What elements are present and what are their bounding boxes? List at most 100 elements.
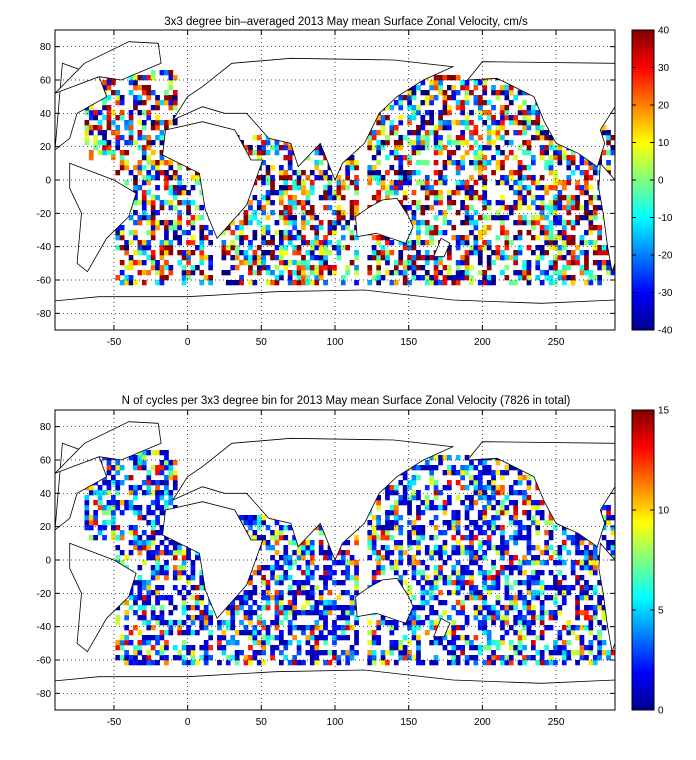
bin-cell (504, 505, 510, 511)
bin-cell (482, 110, 488, 116)
bin-cell (539, 605, 545, 611)
bin-cell (146, 640, 152, 646)
bin-cell (274, 620, 280, 626)
bin-cell (159, 605, 165, 611)
bin-cell (588, 570, 594, 576)
bin-cell (239, 260, 244, 266)
bin-cell (438, 565, 443, 571)
bin-cell (584, 255, 589, 261)
bin-cell (84, 125, 90, 131)
bin-cell (579, 560, 585, 566)
bin-cell (376, 640, 381, 646)
bin-cell (248, 630, 253, 636)
bin-cell (438, 150, 443, 156)
bin-cell (376, 275, 381, 281)
bin-cell (309, 180, 315, 186)
bin-cell (88, 110, 94, 116)
bin-cell (561, 270, 567, 276)
bin-cell (429, 595, 434, 601)
bin-cell (464, 250, 470, 256)
bin-cell (150, 490, 156, 496)
bin-cell (504, 510, 510, 516)
bin-cell (526, 120, 532, 126)
bin-cell (557, 220, 563, 226)
bin-cell (137, 505, 143, 511)
bin-cell (610, 530, 615, 536)
bin-cell (141, 200, 147, 206)
bin-cell (137, 130, 143, 136)
bin-cell (265, 640, 271, 646)
bin-cell (513, 515, 518, 521)
bin-cell (389, 640, 395, 646)
bin-cell (433, 635, 439, 641)
bin-cell (504, 620, 510, 626)
bin-cell (367, 170, 373, 176)
bin-cell (349, 575, 355, 581)
bin-cell (296, 235, 302, 241)
bin-cell (438, 550, 443, 556)
bin-cell (451, 90, 457, 96)
bin-cell (557, 270, 563, 276)
bin-cell (398, 255, 404, 261)
bin-cell (393, 625, 399, 631)
bin-cell (274, 625, 280, 631)
bin-cell (548, 585, 554, 591)
bin-cell (575, 615, 580, 621)
bin-cell (380, 125, 386, 131)
bin-cell (486, 125, 492, 131)
bin-cell (535, 255, 541, 261)
bin-cell (115, 100, 121, 106)
bin-cell (482, 160, 488, 166)
bin-cell (548, 570, 554, 576)
bin-cell (349, 655, 355, 661)
bin-cell (513, 615, 518, 621)
bin-cell (592, 655, 598, 661)
bin-cell (451, 590, 457, 596)
bin-cell (332, 265, 337, 271)
bin-cell (323, 250, 328, 256)
bin-cell (270, 240, 275, 246)
bin-cell (385, 485, 390, 491)
bin-cell (570, 170, 576, 176)
bin-cell (292, 170, 297, 176)
bin-cell (332, 655, 337, 661)
bin-cell (164, 565, 169, 571)
bin-cell (460, 135, 465, 141)
bin-cell (416, 550, 421, 556)
bin-cell (323, 635, 328, 641)
bin-cell (438, 115, 443, 121)
bin-cell (155, 565, 160, 571)
bin-cell (376, 150, 381, 156)
bin-cell (279, 565, 284, 571)
bin-cell (376, 515, 381, 521)
bin-cell (230, 230, 236, 236)
bin-cell (438, 590, 443, 596)
bin-cell (177, 210, 182, 216)
bin-cell (500, 475, 505, 481)
bin-cell (371, 235, 377, 241)
bin-cell (159, 265, 165, 271)
bin-cell (482, 280, 488, 286)
bin-cell (469, 190, 474, 196)
bin-cell (407, 115, 412, 121)
bin-cell (500, 110, 505, 116)
bin-cell (97, 525, 103, 531)
bin-cell (482, 90, 488, 96)
bin-cell (225, 620, 231, 626)
bin-cell (327, 240, 333, 246)
bin-cell (177, 550, 182, 556)
bin-cell (133, 195, 138, 201)
bin-cell (296, 550, 302, 556)
bin-cell (393, 565, 399, 571)
bin-cell (420, 560, 426, 566)
bin-cell (566, 210, 572, 216)
bin-cell (283, 605, 289, 611)
bin-cell (411, 270, 417, 276)
bin-cell (270, 555, 275, 561)
bin-cell (579, 190, 585, 196)
bin-cell (287, 660, 293, 666)
bin-cell (460, 205, 465, 211)
bin-cell (531, 590, 536, 596)
bin-cell (274, 220, 280, 226)
bin-cell (460, 110, 465, 116)
